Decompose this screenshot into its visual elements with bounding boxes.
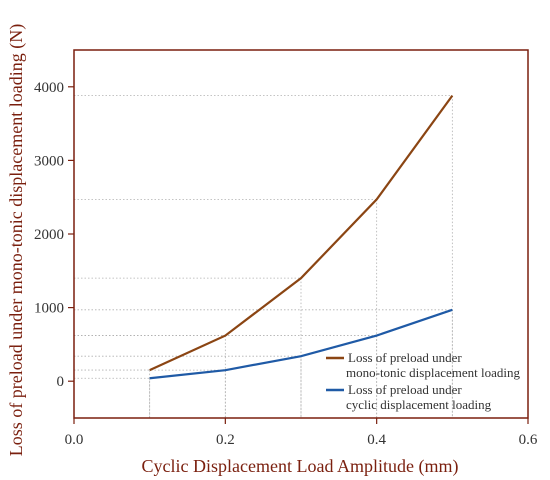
series-lines: [149, 94, 454, 380]
x-tick-label: 0.0: [65, 432, 84, 448]
series-line-0: [149, 94, 454, 372]
x-tick-label: 0.4: [367, 432, 386, 448]
drop-lines: [74, 95, 453, 418]
y-tick-label: 2000: [34, 227, 64, 243]
legend-label-1: Loss of preload under: [348, 382, 462, 397]
legend-label-0: mono-tonic displacement loading: [346, 365, 521, 380]
x-tick-label: 0.2: [216, 432, 235, 448]
series-line-1: [149, 308, 453, 380]
y-tick-label: 4000: [34, 80, 64, 96]
y-tick-label: 0: [57, 374, 65, 390]
y-tick-label: 1000: [34, 301, 64, 317]
y-tick-label: 3000: [34, 153, 64, 169]
legend-label-0: Loss of preload under: [348, 350, 462, 365]
axis-ticks: 0.0 0.2 0.4 0.6 0 1000 2000 3000 4000: [34, 80, 538, 448]
y-axis-title: Loss of preload under mono-tonic displac…: [6, 24, 27, 456]
legend-label-1: cyclic displacement loading: [346, 397, 492, 412]
x-axis-title: Cyclic Displacement Load Amplitude (mm): [142, 456, 459, 477]
x-tick-label: 0.6: [519, 432, 538, 448]
